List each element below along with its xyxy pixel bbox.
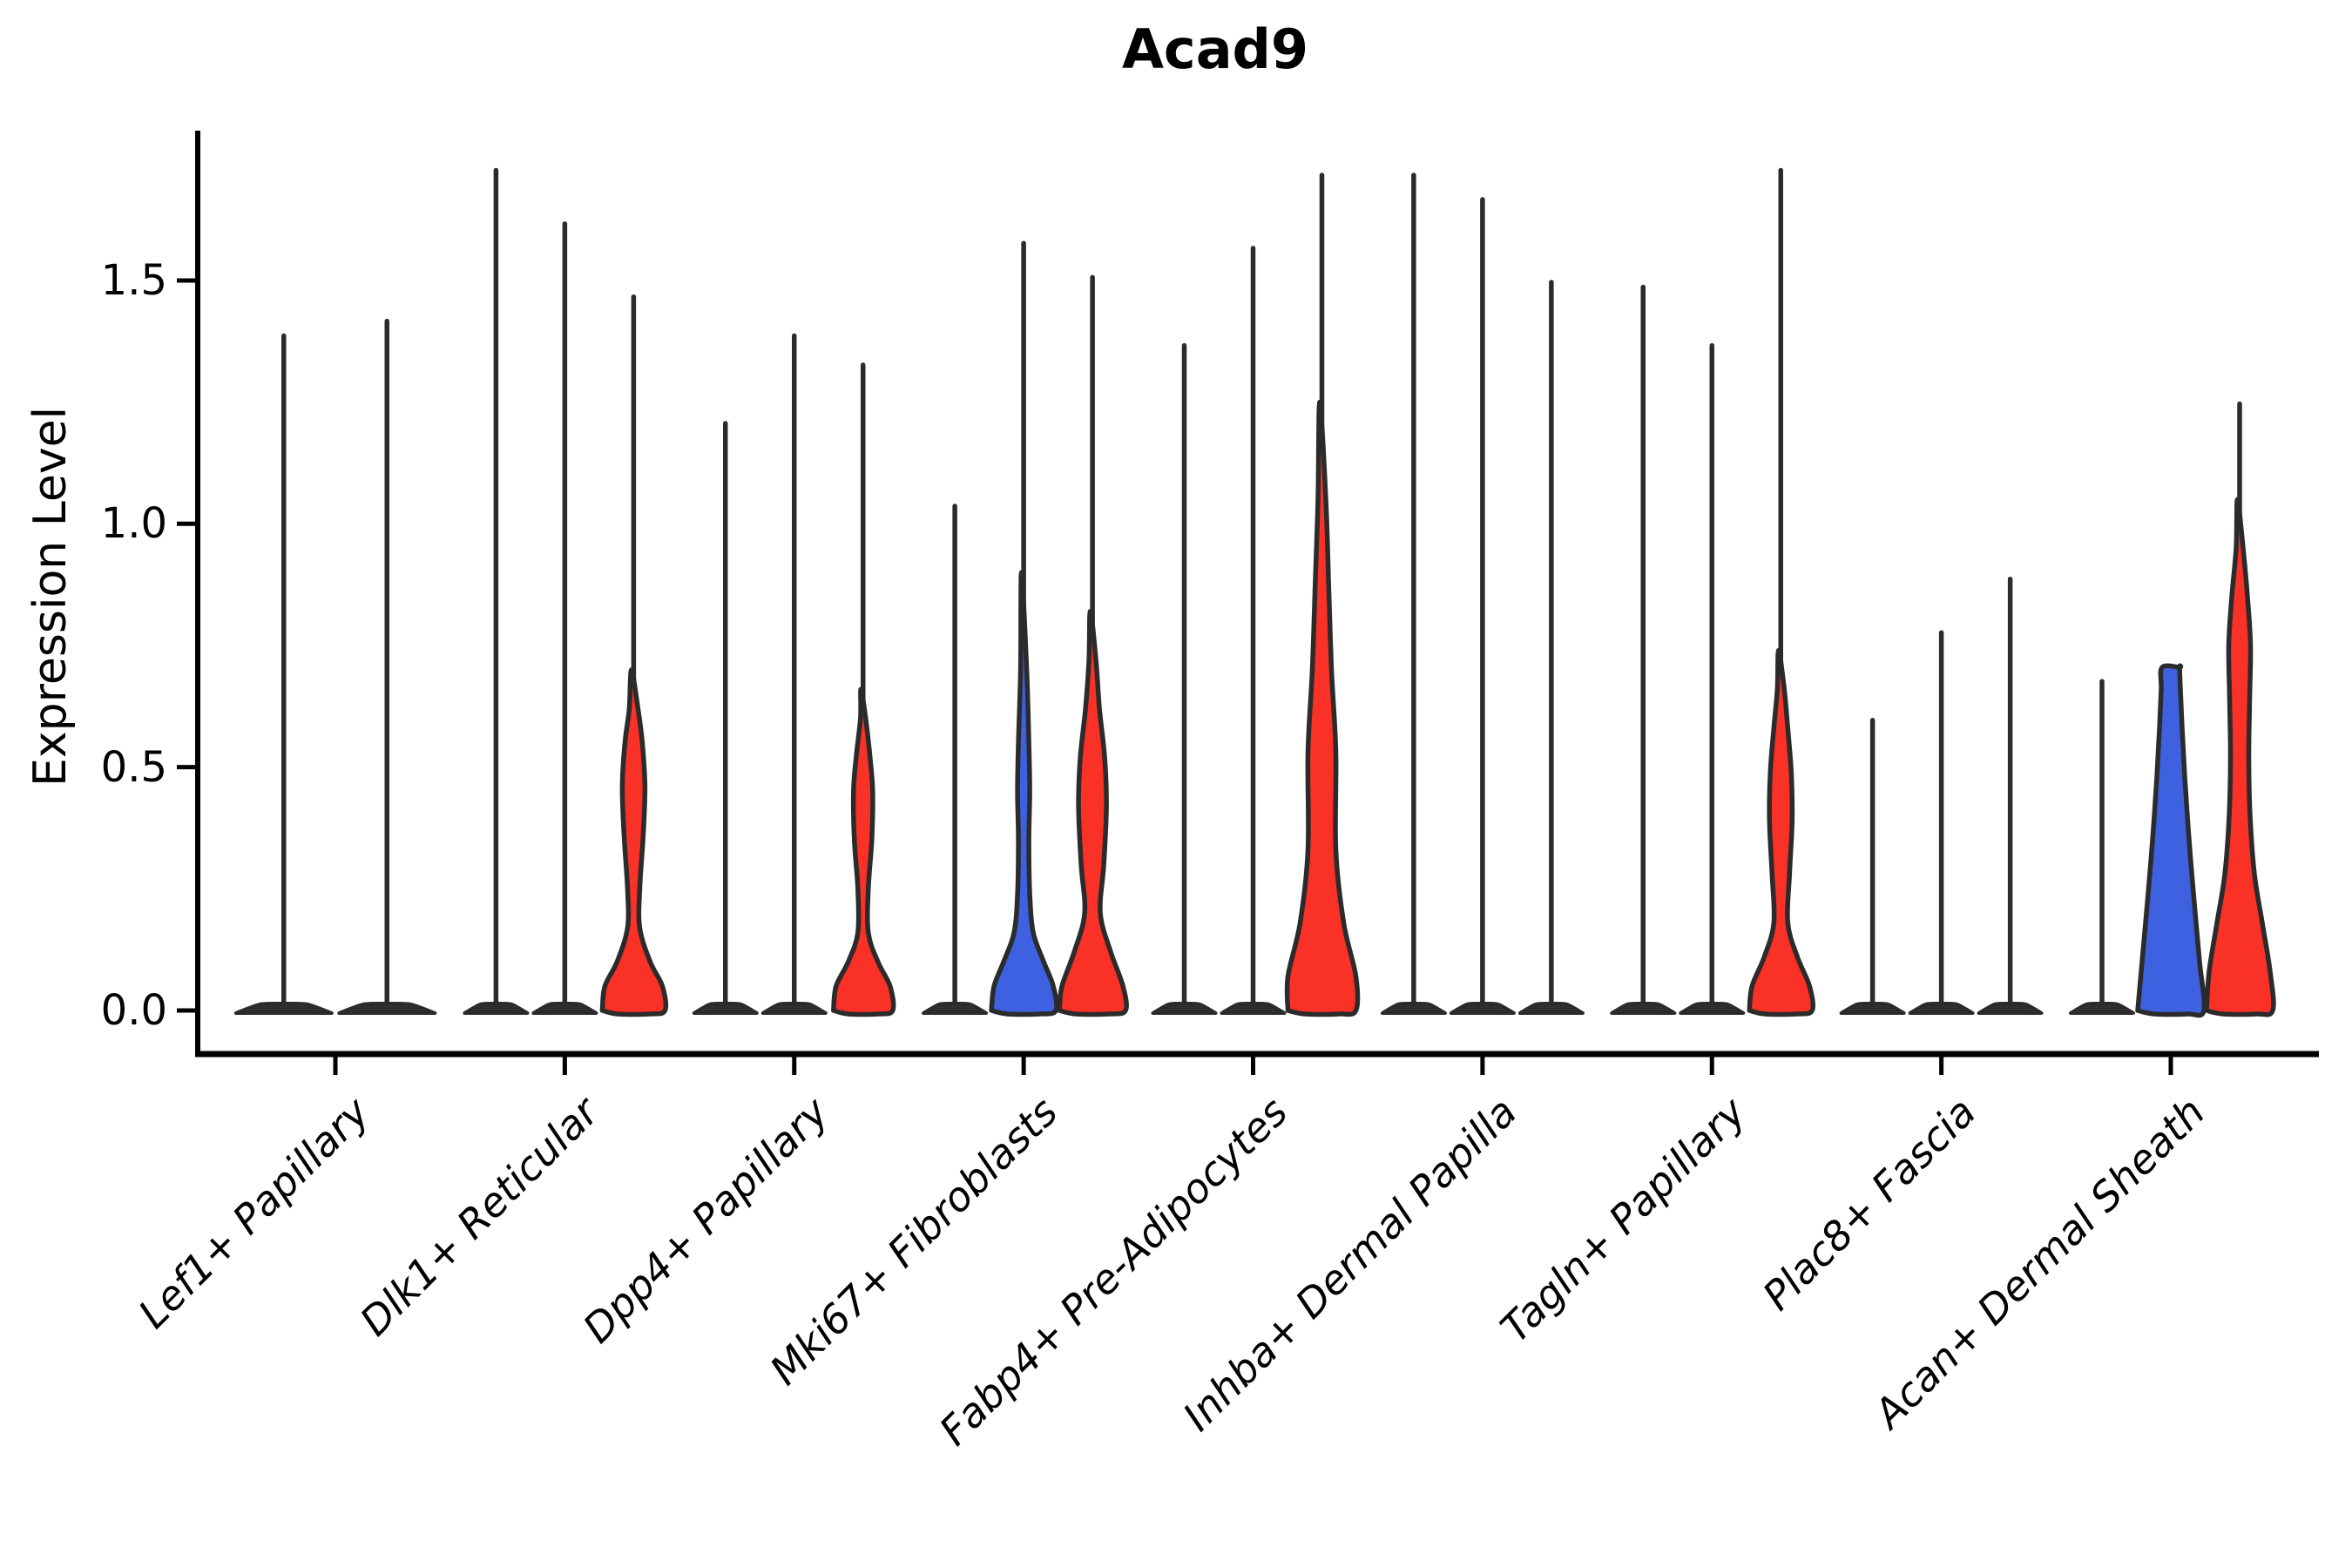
violin-base-mound <box>463 1001 530 1015</box>
violin-base-mound <box>760 1001 828 1015</box>
violin-base-mound <box>1908 1001 1975 1015</box>
violin-base-mound <box>1517 1001 1585 1015</box>
violin-body-red <box>1057 609 1129 1017</box>
violin-base-mound <box>2069 1001 2135 1015</box>
violin-base-mound <box>1977 1001 2044 1015</box>
violin-base-mound <box>922 1001 989 1015</box>
y-tick-label: 1.5 <box>100 255 167 305</box>
violin-body-red <box>1284 399 1361 1017</box>
violin-base-mound <box>692 1001 759 1015</box>
chart-title: Acad9 <box>1121 17 1309 81</box>
violin-base-mound <box>1679 1001 1746 1015</box>
violin-base-mound <box>1839 1001 1906 1015</box>
y-tick-label: 0.5 <box>100 742 167 792</box>
violin-body-red <box>2204 497 2276 1017</box>
violin-base-mound <box>337 1001 437 1015</box>
violin-base-mound <box>1380 1001 1447 1015</box>
violin-base-mound <box>1220 1001 1287 1015</box>
y-tick-label: 1.0 <box>100 499 167 549</box>
violin-base-mound <box>1610 1001 1677 1015</box>
violin-body-red <box>599 667 669 1017</box>
violin-body-blue <box>989 570 1059 1017</box>
violin-base-mound <box>1151 1001 1218 1015</box>
violin-base-mound <box>233 1001 334 1015</box>
violin-body-red <box>1747 647 1816 1017</box>
y-tick-label: 0.0 <box>100 986 167 1035</box>
violin-base-mound <box>1449 1001 1516 1015</box>
violin-body-blue <box>2135 663 2207 1018</box>
violin-body-red <box>831 686 896 1017</box>
violin-base-mound <box>531 1001 598 1015</box>
